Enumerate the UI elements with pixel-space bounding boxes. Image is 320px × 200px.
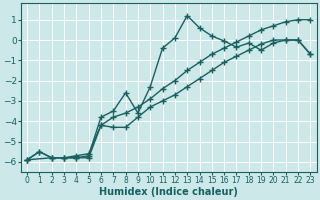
X-axis label: Humidex (Indice chaleur): Humidex (Indice chaleur) <box>99 187 238 197</box>
